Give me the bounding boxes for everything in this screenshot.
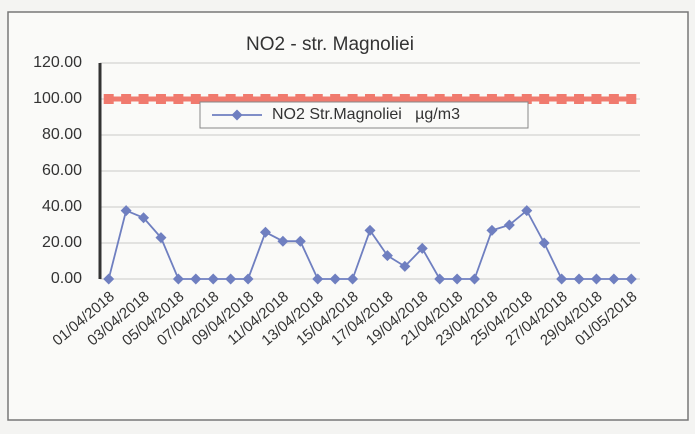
limit-marker xyxy=(608,94,619,104)
limit-marker xyxy=(626,94,637,104)
limit-marker xyxy=(138,94,149,104)
y-tick-label: 0.00 xyxy=(51,270,82,287)
limit-marker xyxy=(243,94,254,104)
point-marker xyxy=(521,205,533,217)
point-marker xyxy=(469,273,481,285)
y-tick-label: 120.00 xyxy=(33,54,82,71)
point-marker xyxy=(434,273,446,285)
limit-marker xyxy=(365,94,375,104)
y-tick-label: 20.00 xyxy=(42,234,82,251)
point-marker xyxy=(155,232,167,244)
limit-marker xyxy=(260,94,271,104)
point-marker xyxy=(242,273,254,285)
legend-label: NO2 Str.Magnoliei µg/m3 xyxy=(272,106,460,123)
point-marker xyxy=(486,224,498,236)
point-marker xyxy=(277,235,289,247)
point-marker xyxy=(225,273,237,285)
limit-marker xyxy=(208,94,219,104)
point-marker xyxy=(503,219,515,231)
point-marker xyxy=(259,226,271,238)
point-marker xyxy=(399,260,411,272)
chart-title: NO2 - str. Magnoliei xyxy=(246,34,414,55)
limit-marker xyxy=(312,94,323,104)
limit-marker xyxy=(486,94,497,104)
limit-marker xyxy=(382,94,393,104)
y-tick-label: 40.00 xyxy=(42,198,82,215)
limit-marker xyxy=(539,94,550,104)
limit-marker xyxy=(591,94,602,104)
point-marker xyxy=(451,273,463,285)
limit-marker xyxy=(190,94,201,104)
limit-marker xyxy=(399,94,410,104)
limit-marker xyxy=(574,94,585,104)
legend-marker xyxy=(231,109,243,121)
point-marker xyxy=(573,273,585,285)
limit-marker xyxy=(121,94,132,104)
limit-marker xyxy=(521,94,532,104)
point-marker xyxy=(381,250,393,262)
point-marker xyxy=(312,273,324,285)
limit-marker xyxy=(330,94,341,104)
limit-marker xyxy=(225,94,236,104)
point-marker xyxy=(329,273,341,285)
limit-marker xyxy=(504,94,515,104)
point-marker xyxy=(172,273,184,285)
point-marker xyxy=(190,273,202,285)
limit-marker xyxy=(277,94,288,104)
limit-marker xyxy=(417,94,428,104)
point-marker xyxy=(608,273,620,285)
point-marker xyxy=(590,273,602,285)
chart-frame xyxy=(7,11,689,421)
point-marker xyxy=(538,237,550,249)
limit-marker xyxy=(469,94,480,104)
y-tick-label: 100.00 xyxy=(33,90,82,107)
limit-marker xyxy=(173,94,184,104)
limit-marker xyxy=(347,94,358,104)
point-marker xyxy=(416,242,428,254)
y-tick-label: 80.00 xyxy=(42,126,82,143)
point-marker xyxy=(364,224,376,236)
limit-marker xyxy=(295,94,306,104)
point-marker xyxy=(138,212,150,224)
limit-marker xyxy=(434,94,445,104)
limit-marker xyxy=(556,94,567,104)
limit-marker xyxy=(452,94,463,104)
point-marker xyxy=(347,273,359,285)
y-tick-label: 60.00 xyxy=(42,162,82,179)
point-marker xyxy=(207,273,219,285)
point-marker xyxy=(625,273,637,285)
point-marker xyxy=(103,273,115,285)
point-marker xyxy=(556,273,568,285)
point-marker xyxy=(120,205,132,217)
limit-marker xyxy=(103,94,114,104)
point-marker xyxy=(294,235,306,247)
limit-marker xyxy=(155,94,166,104)
